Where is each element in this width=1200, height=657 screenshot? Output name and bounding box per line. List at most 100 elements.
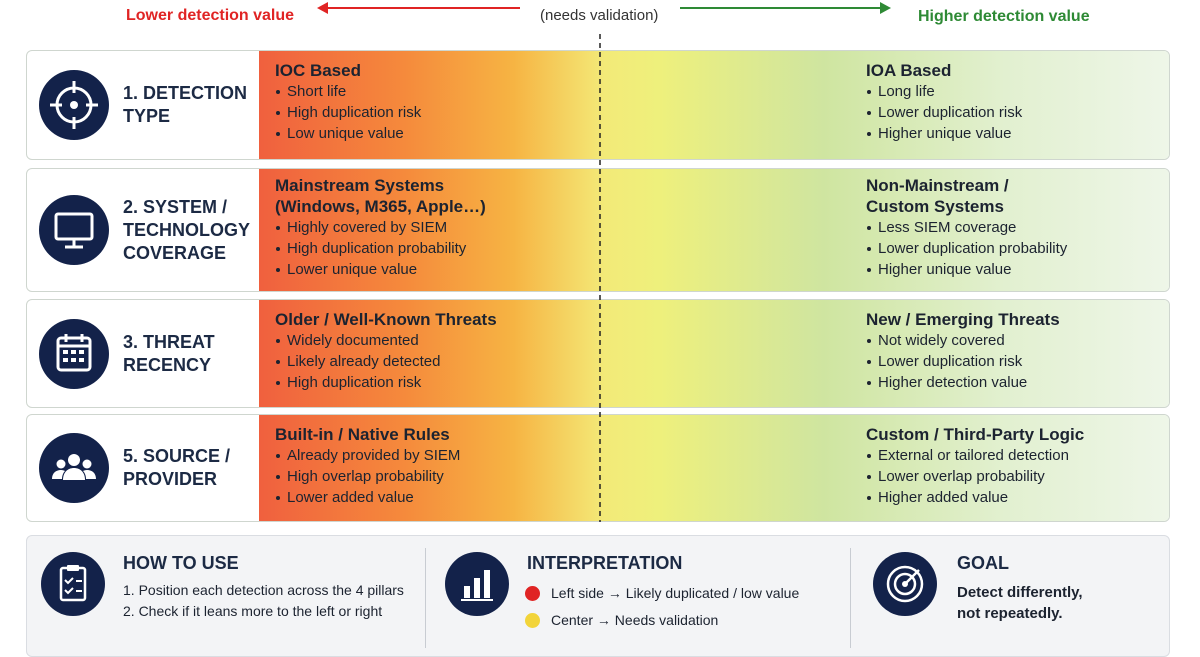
- bullet: [276, 226, 280, 230]
- point-text: High duplication probability: [287, 240, 467, 257]
- panel-title: INTERPRETATION: [527, 553, 683, 573]
- bullet: [276, 268, 280, 272]
- legend-text: Center → Needs validation: [551, 612, 719, 628]
- bullet: [276, 132, 280, 136]
- how-item: 1. Position each detection across the 4 …: [123, 582, 404, 598]
- point-text: Short life: [287, 83, 347, 100]
- bullet: [276, 111, 280, 115]
- left-block: Mainstream Systems (Windows, M365, Apple……: [275, 175, 486, 280]
- bullet-point: High duplication risk: [275, 102, 421, 123]
- interp-list: Left side → Likely duplicated / low valu…: [525, 580, 799, 634]
- panel-title: HOW TO USE: [123, 553, 239, 573]
- header-center: (needs validation): [540, 7, 659, 24]
- left-block: IOC Based Short life High duplication risk…: [275, 60, 421, 144]
- header-left: Lower detection value: [126, 7, 295, 24]
- point-text: High duplication risk: [287, 104, 422, 121]
- point-text: Less SIEM coverage: [878, 219, 1017, 236]
- bullet-point: Higher detection value: [866, 372, 1060, 393]
- panel-title: GOAL: [957, 553, 1009, 573]
- label-line: TECHNOLOGY: [123, 219, 251, 240]
- bullet-point: Lower duplication risk: [866, 102, 1022, 123]
- pillar-icon: [39, 318, 109, 389]
- bullet-point: Short life: [275, 81, 421, 102]
- pillar-label: 3. THREAT RECENCY: [123, 331, 215, 377]
- right-block: Custom / Third-Party Logic External or ta…: [866, 424, 1084, 508]
- label-line: 2. SYSTEM /: [123, 196, 228, 217]
- point-text: High duplication risk: [287, 374, 422, 391]
- point-text: Lower duplication probability: [878, 240, 1068, 257]
- bullet: [867, 111, 871, 115]
- bullet-point: Not widely covered: [866, 330, 1060, 351]
- pillar-icon: [39, 195, 109, 265]
- bottom-panel: HOW TO USE 1. Position each detection ac…: [26, 535, 1170, 657]
- bullet-point: External or tailored detection: [866, 445, 1084, 466]
- pillar-icon: [39, 433, 109, 503]
- goal-line: Detect differently,: [957, 584, 1083, 601]
- block-title: Custom / Third-Party Logic: [866, 425, 1085, 444]
- interp-item: Center → Needs validation: [525, 607, 799, 634]
- bullet-point: Lower duplication risk: [866, 351, 1060, 372]
- right-block: IOA Based Long life Lower duplication risk…: [866, 60, 1022, 144]
- pillar-row: 1. DETECTION TYPE IOC Based Short life High …: [26, 50, 1170, 160]
- bullet: [867, 247, 871, 251]
- bullet: [867, 496, 871, 500]
- bullet: [867, 475, 871, 479]
- bullet-point: Lower duplication probability: [866, 238, 1067, 259]
- block-title: Older / Well-Known Threats: [275, 310, 497, 329]
- bullet-point: Higher unique value: [866, 123, 1022, 144]
- bullet-point: Higher added value: [866, 487, 1084, 508]
- bullet-point: Widely documented: [275, 330, 497, 351]
- bullet: [867, 454, 871, 458]
- point-text: Lower duplication risk: [878, 104, 1023, 121]
- goal-line: not repeatedly.: [957, 605, 1063, 622]
- block-title: IOC Based: [275, 61, 361, 80]
- header-arrows: [317, 2, 891, 14]
- bullet-point: High duplication risk: [275, 372, 497, 393]
- label-line: 1. DETECTION: [123, 83, 248, 103]
- label-line: PROVIDER: [123, 469, 218, 489]
- block-title: Built-in / Native Rules: [275, 425, 450, 444]
- bullet-point: Lower unique value: [275, 259, 486, 280]
- clipboard-icon: [41, 552, 105, 616]
- bullet: [276, 360, 280, 364]
- bullet: [276, 381, 280, 385]
- bullet: [867, 268, 871, 272]
- label-line: COVERAGE: [123, 242, 227, 263]
- right-block: New / Emerging Threats Not widely covered…: [866, 309, 1060, 393]
- goal-icon: [873, 552, 937, 616]
- pillar-label: 5. SOURCE / PROVIDER: [123, 445, 230, 491]
- bullet-point: Lower added value: [275, 487, 460, 508]
- bullet-point: Already provided by SIEM: [275, 445, 460, 466]
- bullet-point: Lower overlap probability: [866, 466, 1084, 487]
- bullet-point: High overlap probability: [275, 466, 460, 487]
- gradient-band: [259, 415, 1169, 521]
- pillar-label: 2. SYSTEM / TECHNOLOGY COVERAGE: [123, 196, 250, 265]
- bullet: [867, 132, 871, 136]
- point-text: Higher detection value: [878, 374, 1028, 391]
- bullet-point: Higher unique value: [866, 259, 1067, 280]
- goal-text: Detect differently, not repeatedly.: [957, 582, 1083, 624]
- left-block: Built-in / Native Rules Already provided …: [275, 424, 460, 508]
- pillar-row: 3. THREAT RECENCY Older / Well-Known Threa…: [26, 299, 1170, 408]
- block-title: Non-Mainstream /: [866, 176, 1009, 195]
- divider: [425, 548, 426, 648]
- gradient-band: [259, 169, 1169, 291]
- point-text: Lower overlap probability: [878, 468, 1045, 485]
- chart-icon: [445, 552, 509, 616]
- point-text: Not widely covered: [878, 332, 1005, 349]
- label-line: 3. THREAT: [123, 331, 215, 352]
- bullet: [276, 339, 280, 343]
- how-item: 2. Check if it leans more to the left or…: [123, 603, 383, 619]
- how-list: 1. Position each detection across the 4 …: [123, 580, 404, 622]
- label-line: TYPE: [123, 106, 171, 126]
- bullet: [867, 339, 871, 343]
- point-text: High overlap probability: [287, 468, 444, 485]
- pillar-icon: [39, 70, 109, 140]
- block-title: Mainstream Systems: [275, 176, 445, 195]
- block-title: Custom Systems: [866, 197, 1004, 216]
- block-title: IOA Based: [866, 61, 952, 80]
- bullet: [867, 90, 871, 94]
- bullet: [867, 360, 871, 364]
- page: Lower detection value (needs validation)…: [26, 2, 1170, 657]
- bullet-point: Less SIEM coverage: [866, 217, 1067, 238]
